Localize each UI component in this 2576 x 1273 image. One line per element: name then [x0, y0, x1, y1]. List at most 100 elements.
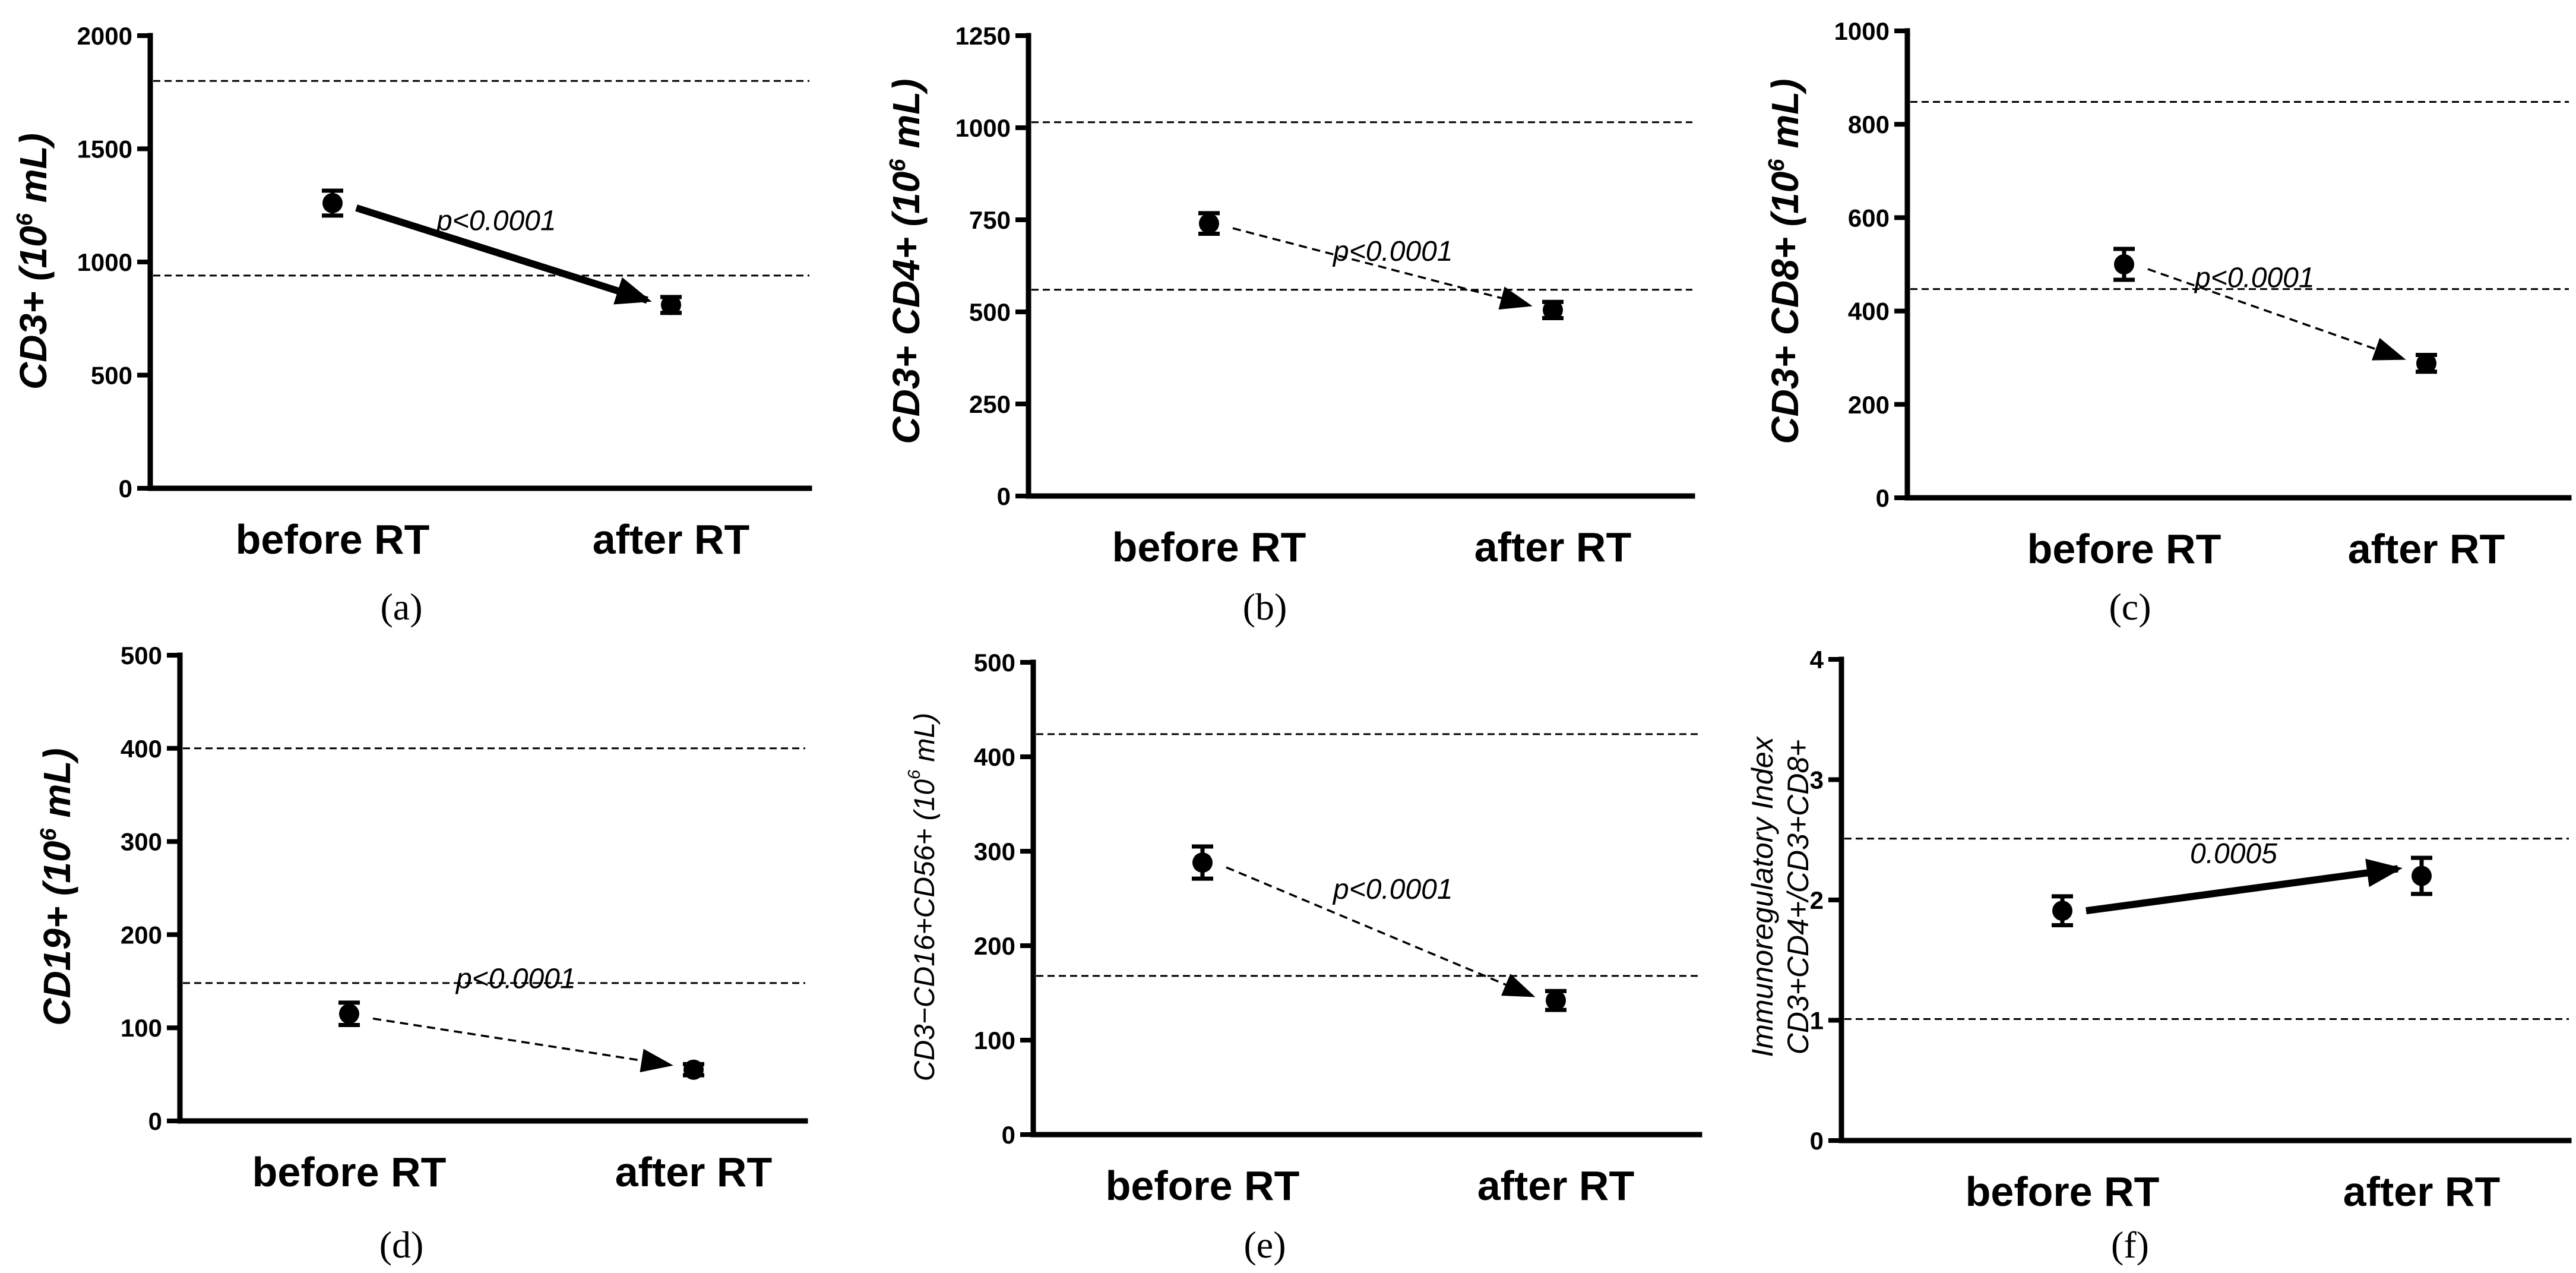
p-value-annotation: 0.0005 — [2190, 838, 2277, 870]
trend-arrowhead — [613, 277, 652, 305]
y-tick-label: 600 — [1848, 204, 1890, 232]
data-point — [1546, 990, 1566, 1011]
y-tick-label: 2 — [1810, 886, 1824, 914]
y-axis-label-main: CD3+ CD4+ (10 — [885, 172, 928, 444]
y-tick-label: 1500 — [77, 135, 132, 163]
y-axis-label-tail: mL) — [12, 133, 55, 213]
trend-arrowhead — [1498, 286, 1533, 310]
trend-arrow — [1232, 227, 1530, 307]
y-tick-label: 0 — [1002, 1121, 1015, 1149]
panel-label: (f) — [2111, 1224, 2149, 1266]
y-axis-label-line1: Immunoregulatory Index — [1746, 735, 1779, 1057]
y-tick-label: 200 — [1848, 391, 1890, 419]
panel-label: (b) — [1243, 586, 1287, 628]
data-point — [1543, 299, 1563, 320]
y-axis-label-main: CD3+ (10 — [12, 226, 55, 390]
trend-arrow — [2147, 268, 2403, 360]
y-tick-label: 0 — [997, 482, 1011, 510]
data-point — [1199, 213, 1219, 234]
x-category-label: after RT — [1477, 1163, 1634, 1209]
panel-label: (a) — [380, 586, 422, 628]
trend-arrowhead — [640, 1048, 673, 1073]
chart-panel-f: 0 1 2 3 4 before RT after RT Immunoregulatory I… — [1746, 646, 2572, 1266]
trend-arrow — [372, 1017, 670, 1067]
x-category-label: before RT — [1106, 1163, 1300, 1209]
data-point — [322, 192, 343, 213]
y-tick-label: 1000 — [1834, 17, 1890, 45]
y-tick-label: 1250 — [955, 22, 1011, 50]
y-tick-label: 800 — [1848, 110, 1890, 138]
x-category-label: after RT — [2348, 526, 2505, 572]
y-tick-label: 2000 — [77, 22, 132, 50]
data-point — [339, 1003, 359, 1024]
y-tick-label: 400 — [974, 743, 1015, 771]
data-point — [1192, 852, 1213, 873]
y-axis-label-line2: CD3+CD4+/CD3+CD8+ — [1781, 740, 1815, 1055]
y-tick-label: 300 — [974, 838, 1015, 865]
y-tick-label: 1000 — [77, 248, 132, 276]
chart-panel-c: 0 200 400 600 800 1000 before RT after RT CD3+ C… — [1764, 17, 2572, 628]
y-axis-label-sup: 6 — [905, 769, 924, 779]
x-category-label: after RT — [1474, 524, 1631, 570]
x-category-label: before RT — [252, 1149, 447, 1195]
y-axis-label-sup: 6 — [36, 827, 61, 841]
chart-panel-b: 0 250 500 750 1000 1250 before RT after RT CD3+ … — [885, 22, 1695, 628]
p-value-annotation: p<0.0001 — [1332, 874, 1453, 905]
y-tick-label: 400 — [1848, 298, 1890, 326]
y-axis-label-tail: mL) — [36, 748, 78, 828]
trend-arrowhead — [2365, 858, 2403, 887]
y-axis-label: CD3+ CD8+ (106 mL) — [1764, 78, 1806, 444]
y-axis-label: CD3−CD16+CD56+ (106 mL) — [905, 713, 941, 1081]
y-tick-label: 250 — [969, 390, 1011, 418]
y-tick-label: 200 — [974, 932, 1015, 960]
x-category-label: before RT — [2027, 526, 2221, 572]
x-category-label: after RT — [593, 516, 749, 563]
y-tick-label: 750 — [969, 206, 1011, 234]
y-axis-label-sup: 6 — [12, 213, 37, 226]
chart-panel-a: 0 500 1000 1500 2000 before RT after RT CD3+ (1… — [12, 22, 812, 628]
y-tick-label: 100 — [974, 1026, 1015, 1054]
panel-label: (c) — [2109, 586, 2151, 628]
chart-panel-e: 0 100 200 300 400 500 before RT after RT CD3−CD1… — [905, 649, 1702, 1266]
x-category-label: after RT — [615, 1149, 772, 1195]
axes — [147, 33, 812, 491]
y-tick-label: 1000 — [955, 114, 1011, 142]
y-tick-label: 0 — [148, 1107, 162, 1135]
x-category-label: after RT — [2343, 1168, 2500, 1215]
y-axis-label: CD3+ CD4+ (106 mL) — [885, 78, 928, 444]
data-point — [2052, 901, 2072, 921]
p-value-annotation: p<0.0001 — [455, 964, 576, 995]
y-tick-label: 100 — [121, 1014, 162, 1042]
y-tick-label: 500 — [974, 649, 1015, 677]
data-point — [2114, 254, 2134, 274]
x-category-label: before RT — [1966, 1168, 2160, 1215]
y-tick-label: 4 — [1810, 646, 1824, 674]
y-tick-label: 0 — [1876, 484, 1890, 512]
y-axis-label-sup: 6 — [1764, 159, 1789, 172]
y-axis-label: Immunoregulatory IndexCD3+CD4+/CD3+CD8+ — [1746, 735, 1815, 1057]
x-category-label: before RT — [236, 516, 430, 563]
y-tick-label: 200 — [121, 921, 162, 949]
y-tick-label: 3 — [1810, 766, 1824, 794]
y-axis-label-main: CD19+ (10 — [36, 841, 78, 1025]
y-axis-label-tail: mL) — [909, 713, 941, 770]
x-category-label: before RT — [1112, 524, 1306, 570]
y-axis-label: CD19+ (106 mL) — [36, 748, 78, 1026]
chart-panel-d: 0 100 200 300 400 500 before RT after RT CD19+ (… — [36, 642, 808, 1266]
y-tick-label: 500 — [121, 642, 162, 669]
p-value-annotation: p<0.0001 — [2194, 262, 2315, 293]
y-axis-label-main: CD3−CD16+CD56+ (10 — [909, 779, 941, 1082]
y-tick-label: 0 — [119, 475, 132, 503]
trend-arrowhead — [2372, 337, 2406, 361]
y-tick-label: 300 — [121, 828, 162, 856]
trend-arrow — [355, 204, 648, 304]
axes — [177, 652, 808, 1124]
p-value-annotation: p<0.0001 — [435, 206, 556, 237]
trend-arrowhead — [1501, 974, 1536, 997]
y-axis-label: CD3+ (106 mL) — [12, 133, 55, 390]
y-tick-label: 500 — [969, 298, 1011, 326]
panel-label: (d) — [379, 1224, 424, 1266]
y-axis-label-main: CD3+ CD8+ (10 — [1764, 172, 1806, 444]
data-point — [2412, 865, 2432, 886]
data-point — [683, 1059, 704, 1080]
